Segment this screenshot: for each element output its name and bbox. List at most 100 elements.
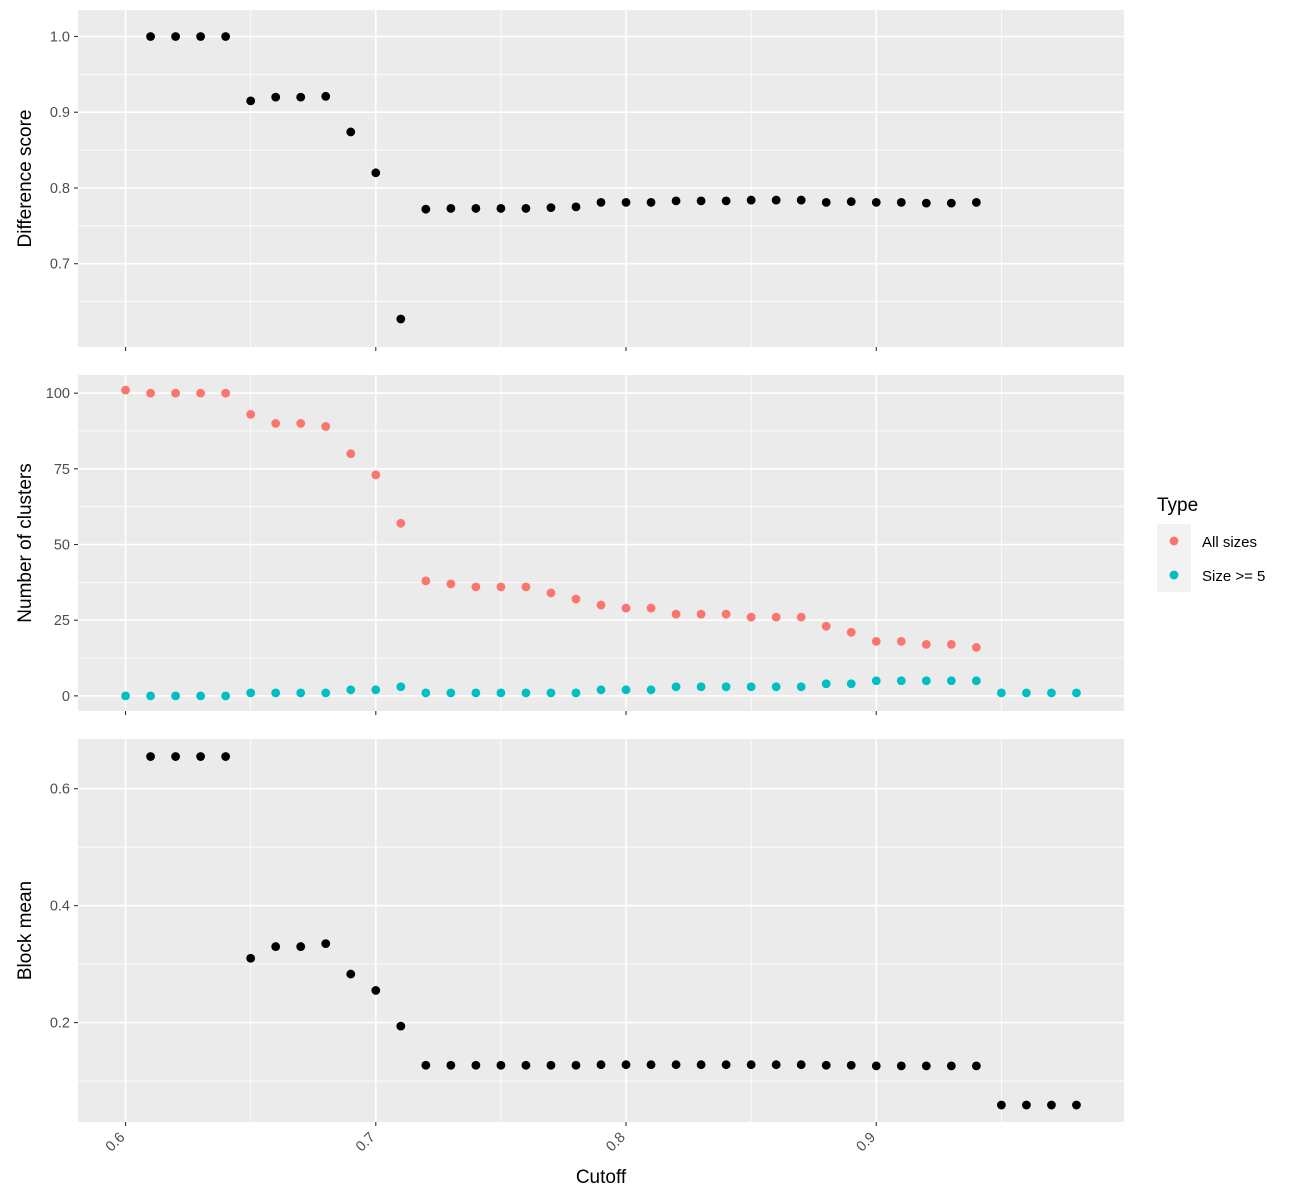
data-point [521,1060,531,1070]
data-point [371,470,381,480]
data-point [646,197,656,207]
data-point [396,1021,406,1031]
data-point [1072,1100,1081,1110]
data-point [546,588,556,598]
y-tick-label: 0.6 [50,782,70,798]
data-point [671,196,681,206]
data-point [971,676,981,686]
data-point [421,576,431,586]
data-point [446,688,456,698]
data-point [346,127,356,137]
data-point [171,32,180,41]
data-point [1047,1100,1056,1110]
legend-label-size-5: Size >= 5 [1202,568,1265,585]
data-point [146,32,155,41]
series-difference-score [146,32,981,324]
legend-label-all-sizes: All sizes [1202,534,1257,551]
data-point [746,1060,756,1070]
data-point [671,609,681,619]
data-point [671,682,681,692]
data-point [196,752,206,761]
data-point [846,627,856,637]
legend-dot-size-5 [1169,570,1179,580]
data-point [1022,1100,1031,1110]
data-point [221,752,231,761]
data-point [696,682,706,692]
data-point [746,612,756,622]
data-point [296,942,306,951]
data-point [321,688,331,698]
data-point [946,676,956,686]
data-point [621,197,631,207]
data-point [796,1060,806,1070]
data-point [171,752,180,761]
data-point [871,676,881,686]
data-point [271,419,281,428]
series-block-mean [146,752,1081,1110]
y-tick-label: 25 [54,613,70,629]
data-point [296,92,306,102]
data-point [321,422,331,431]
data-point [796,195,806,205]
x-axis-title: Cutoff [576,1167,627,1188]
data-point [146,752,155,761]
data-point [346,969,356,979]
data-point [271,688,281,698]
y-tick-label: 75 [54,462,70,478]
data-point [646,603,656,613]
data-point [771,682,781,692]
data-point [921,1061,931,1071]
data-point [421,1060,431,1070]
data-point [546,1060,556,1070]
data-point [871,1061,881,1071]
y-tick-label: 0.8 [50,181,70,197]
data-point [446,1060,456,1070]
data-point [596,685,606,695]
data-point [296,688,306,698]
data-point [246,688,256,698]
data-point [571,594,581,604]
data-point [721,609,731,619]
data-point [221,388,231,398]
data-point [946,1061,956,1071]
panels-layer: 0.7 0.8 0.9 1.0 Difference score 0 25 50 75 100 Nu… [15,10,1124,1126]
data-point [721,196,731,206]
data-point [346,449,356,459]
data-point [696,609,706,619]
data-point [396,518,406,528]
data-point [396,314,406,324]
data-point [571,688,581,698]
data-point [821,1060,831,1070]
legend-entry-all-sizes: All sizes [1157,524,1257,558]
data-point [596,197,606,207]
data-point [496,688,506,698]
panel-number-of-clusters: 0 25 50 75 100 Number of clusters [15,375,1124,715]
data-point [471,582,481,592]
data-point [496,204,506,213]
data-point [896,636,906,646]
data-point [921,198,931,208]
data-point [846,679,856,689]
data-point [421,688,431,698]
data-point [496,1060,506,1070]
data-point [846,1060,856,1070]
data-point [396,682,406,692]
data-point [171,388,180,398]
data-point [871,197,881,207]
data-point [221,32,231,41]
data-point [446,579,456,589]
data-point [421,204,431,214]
x-tick-label: 0.8 [603,1130,629,1156]
data-point [671,1060,681,1070]
x-tick-label: 0.6 [103,1130,129,1156]
data-point [596,600,606,610]
panel-background [78,375,1124,711]
data-point [971,643,981,652]
data-point [721,1060,731,1070]
data-point [246,409,256,419]
data-point [571,1060,581,1070]
data-point [971,1061,981,1071]
data-point [646,1060,656,1070]
data-point [171,691,180,701]
